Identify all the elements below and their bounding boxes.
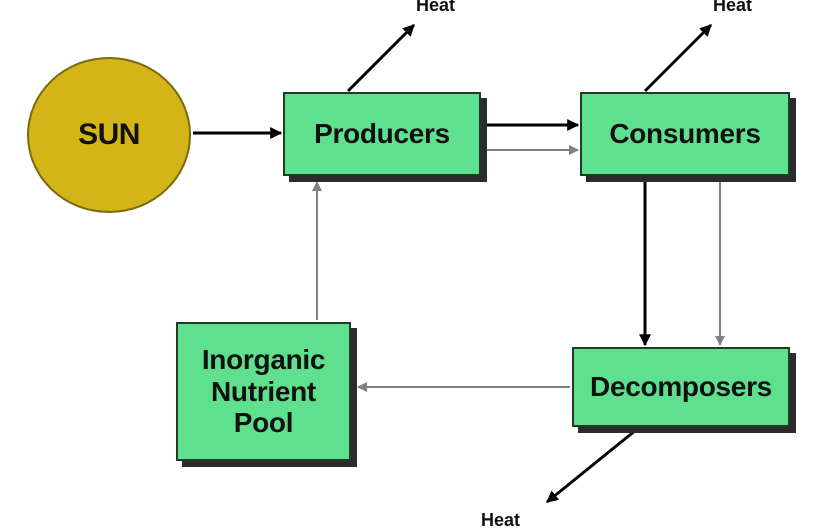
decomposers-node: Decomposers <box>572 347 790 427</box>
heat-label-decomposers: Heat <box>481 510 521 530</box>
producers-label: Producers <box>314 118 450 150</box>
consumers-node: Consumers <box>580 92 790 176</box>
heat-label-consumers: Heat <box>713 0 753 15</box>
arrow-consumers-to-heat <box>643 23 713 93</box>
consumers-label: Consumers <box>609 118 761 150</box>
decomposers-label: Decomposers <box>590 371 772 403</box>
sun-label: SUN <box>78 118 140 151</box>
pool-label: Inorganic Nutrient Pool <box>201 344 326 439</box>
heat-label-producers: Heat <box>416 0 456 15</box>
inorganic-nutrient-pool-node: Inorganic Nutrient Pool <box>176 322 351 461</box>
arrow-producers-to-heat <box>346 23 416 93</box>
arrow-decomposers-to-heat <box>546 428 637 504</box>
sun-node: SUN <box>27 57 191 213</box>
producers-node: Producers <box>283 92 481 176</box>
